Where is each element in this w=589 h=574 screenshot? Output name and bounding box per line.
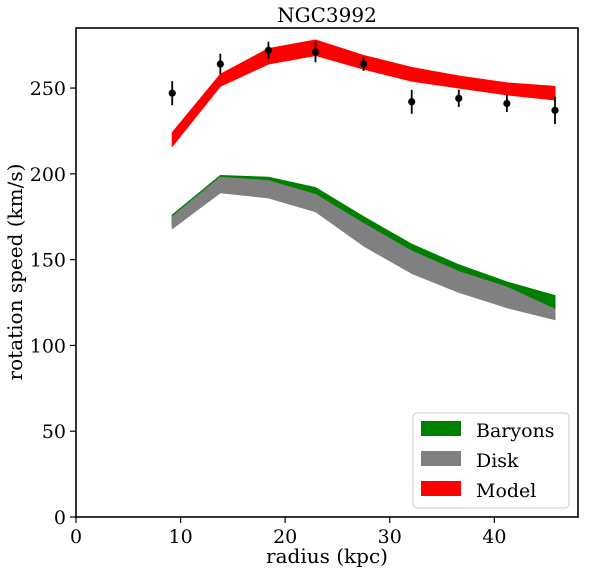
bands-layer [171,39,556,321]
x-axis-ticks: 0 10 20 30 40 [70,517,506,548]
observation-point [216,60,224,68]
y-axis-title: rotation speed (km/s) [3,164,27,381]
x-tick-label: 30 [378,526,402,548]
observation-point [408,98,416,106]
observation-points [168,41,559,125]
legend: Baryons Disk Model [412,412,570,509]
y-tick-label: 200 [30,164,66,186]
band-model [171,39,556,147]
legend-swatch-model [421,481,461,496]
observation-point [455,94,463,102]
x-tick-label: 40 [482,526,506,548]
legend-swatch-disk [421,451,461,466]
observation-point [311,48,320,56]
observation-point [551,106,559,114]
observation-point [503,99,511,108]
observation-point [264,46,273,54]
x-tick-label: 0 [70,526,82,548]
y-tick-label: 100 [30,335,66,357]
plot-frame [75,27,579,518]
chart-title: NGC3992 [277,3,377,27]
x-axis-title: radius (kpc) [266,544,388,568]
x-tick-label: 10 [168,526,192,548]
legend-swatch-baryons [421,421,461,436]
y-tick-label: 250 [30,78,66,100]
legend-label-disk: Disk [476,450,519,472]
legend-label-baryons: Baryons [476,420,555,442]
x-tick-label: 20 [273,526,297,548]
legend-label-model: Model [476,480,536,502]
y-tick-label: 150 [30,250,66,272]
y-tick-label: 0 [54,507,66,529]
band-disk [171,176,556,321]
observation-point [360,60,368,68]
observation-point [168,89,176,97]
y-tick-label: 50 [42,421,66,443]
y-axis-ticks: 0 50 100 150 200 250 [30,78,76,529]
